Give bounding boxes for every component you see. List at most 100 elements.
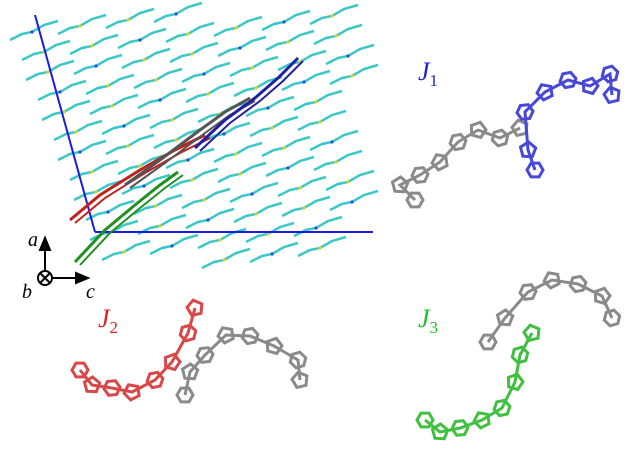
atom: [106, 210, 110, 214]
dimer-label: J3: [418, 304, 438, 337]
ring: [490, 128, 510, 148]
molecule-stack: [133, 193, 183, 216]
atom: [330, 140, 334, 144]
atom: [170, 118, 174, 122]
backbone: [397, 126, 521, 202]
molecule-stack: [105, 7, 155, 30]
atom: [174, 12, 178, 16]
molecule-stack: [201, 247, 251, 270]
atom: [78, 24, 82, 28]
ring: [265, 336, 284, 356]
ring: [288, 350, 308, 370]
molecule-stack: [85, 73, 135, 96]
molecule-stack: [89, 93, 139, 116]
ring: [415, 411, 435, 429]
molecule-stack: [265, 155, 315, 178]
molecule-stack: [297, 235, 347, 258]
molecule-stack: [297, 109, 347, 132]
atom: [334, 160, 338, 164]
atom: [286, 166, 290, 170]
atom: [254, 86, 258, 90]
atom: [126, 144, 130, 148]
ring: [178, 323, 198, 343]
axis-label: c: [86, 281, 95, 303]
cell-edge: [34, 14, 96, 233]
molecule-stack: [101, 239, 151, 262]
ring: [216, 326, 235, 345]
axis-label: b: [22, 281, 32, 303]
ring: [558, 70, 578, 90]
molecule-stack: [73, 53, 123, 76]
highlighted-dimers: [69, 56, 304, 266]
ring: [522, 323, 541, 343]
atom: [190, 52, 194, 56]
molecule-stack: [261, 135, 311, 158]
atom: [94, 64, 98, 68]
backbone: [424, 332, 534, 434]
ring: [602, 85, 621, 105]
molecule-stack: [249, 241, 299, 264]
ring: [492, 398, 512, 418]
molecule-stack: [165, 21, 215, 44]
atom: [318, 120, 322, 124]
ring: [495, 308, 515, 327]
backbone: [183, 333, 302, 396]
ring: [506, 372, 525, 392]
atom: [302, 206, 306, 210]
ring: [195, 346, 215, 364]
molecule-stack: [133, 67, 183, 90]
molecule-stack: [181, 61, 231, 84]
ring: [122, 383, 141, 402]
crystal-packing: [9, 1, 379, 270]
atom: [250, 66, 254, 70]
atom: [126, 18, 130, 22]
ring: [581, 76, 600, 96]
atom: [174, 138, 178, 142]
ring: [430, 422, 450, 441]
atom: [202, 198, 206, 202]
atom: [122, 124, 126, 128]
atom: [334, 34, 338, 38]
atom: [142, 184, 146, 188]
ring: [180, 362, 200, 381]
molecule-stack: [117, 27, 167, 50]
ring: [518, 283, 538, 301]
ring: [82, 375, 102, 394]
molecule-stack: [309, 3, 359, 26]
ring: [430, 153, 449, 172]
dimer-label: J1: [418, 57, 438, 90]
molecule-stack: [325, 43, 375, 66]
atom: [346, 54, 350, 58]
atom: [90, 170, 94, 174]
atom: [266, 106, 270, 110]
molecule-stack: [329, 63, 379, 86]
dimer-molecule: [199, 60, 304, 152]
ring: [542, 271, 561, 290]
molecule-stack: [329, 189, 379, 212]
molecule-stack: [153, 1, 203, 24]
molecule-stack: [229, 181, 279, 204]
axis-label: a: [28, 229, 38, 251]
molecule-stack: [41, 99, 91, 122]
atom: [106, 84, 110, 88]
molecule-stack: [217, 161, 267, 184]
atom: [186, 158, 190, 162]
atom: [170, 244, 174, 248]
molecule-stack: [69, 33, 119, 56]
molecule-stack: [213, 15, 263, 38]
atom: [254, 212, 258, 216]
atom: [46, 70, 50, 74]
atom: [122, 250, 126, 254]
molecule-stack: [325, 169, 375, 192]
molecule-stack: [149, 107, 199, 130]
ring: [405, 191, 425, 209]
atom: [158, 224, 162, 228]
atom: [206, 218, 210, 222]
molecule-stack: [57, 13, 107, 36]
ring: [240, 326, 260, 346]
molecule-stack: [137, 87, 187, 110]
atom: [266, 232, 270, 236]
atom: [282, 146, 286, 150]
atom: [318, 246, 322, 250]
